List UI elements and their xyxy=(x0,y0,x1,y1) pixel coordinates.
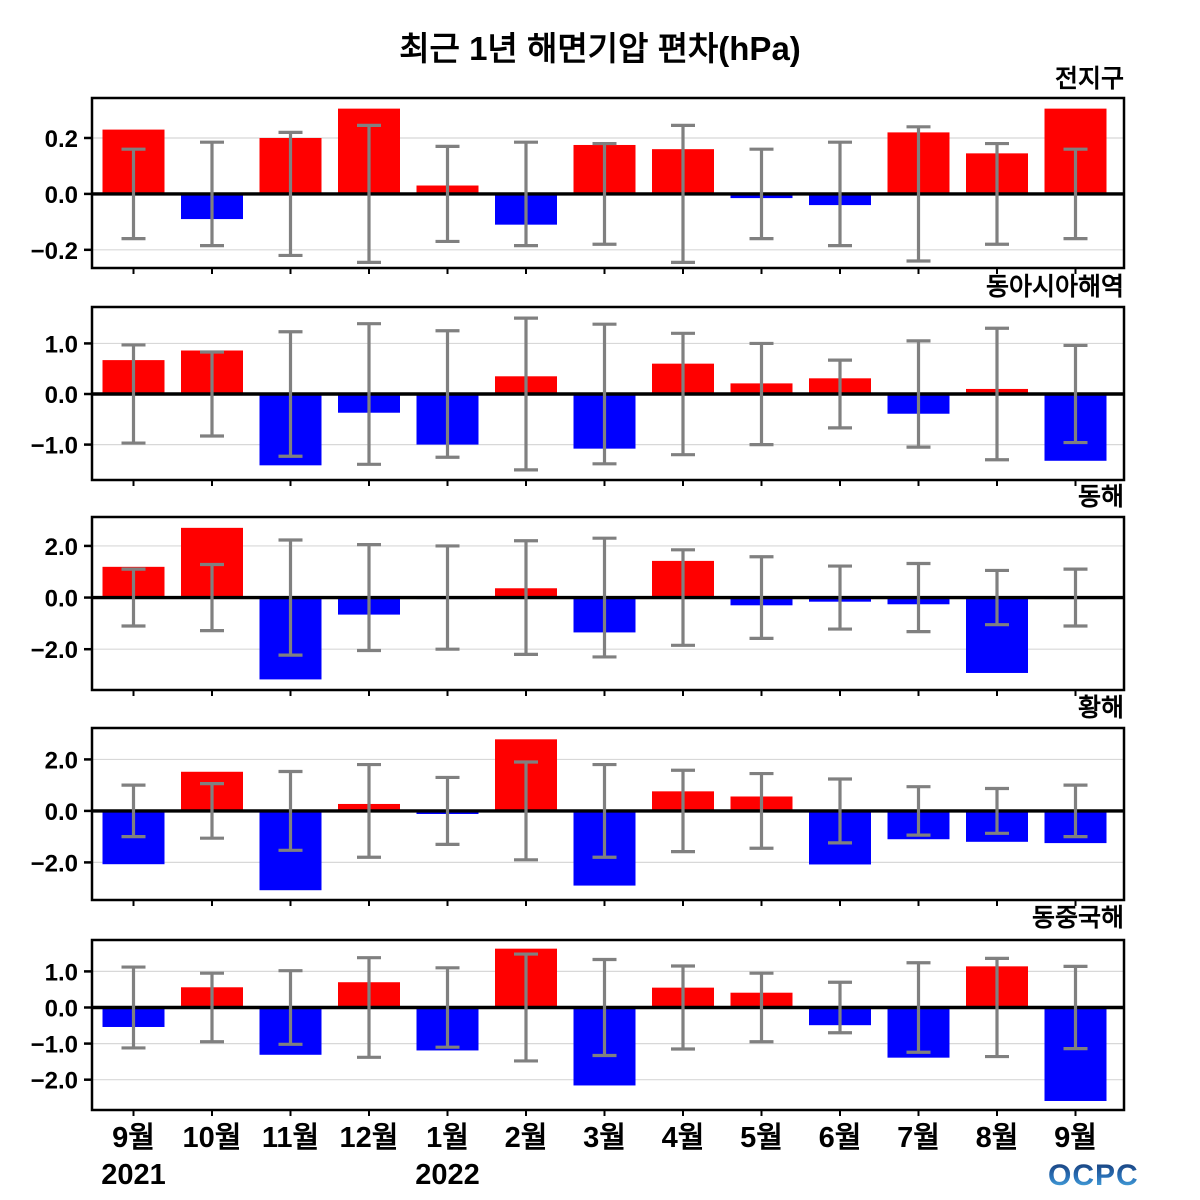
x-month-label: 12월 xyxy=(340,1121,399,1154)
x-year-label: 2022 xyxy=(415,1159,480,1191)
y-tick-label: 2.0 xyxy=(45,747,78,774)
x-month-label: 8월 xyxy=(976,1121,1019,1154)
panel-border xyxy=(90,726,1126,902)
y-tick-label: 0.0 xyxy=(45,995,78,1022)
y-tick-label: 0.0 xyxy=(45,382,78,409)
ocpc-logo: OCPC xyxy=(1048,1159,1139,1192)
y-tick-label: −1.0 xyxy=(31,1032,78,1059)
x-month-label: 5월 xyxy=(740,1121,783,1154)
x-month-label: 6월 xyxy=(819,1121,862,1154)
x-month-label: 2월 xyxy=(505,1121,548,1154)
x-month-label: 7월 xyxy=(897,1121,940,1154)
x-month-label: 9월 xyxy=(112,1121,155,1154)
panel-border xyxy=(90,515,1126,692)
y-tick-label: 1.0 xyxy=(45,331,78,358)
ocpc-logo-text: OCPC xyxy=(1048,1159,1139,1192)
y-tick-label: −0.2 xyxy=(31,238,78,265)
x-month-label: 10월 xyxy=(183,1121,242,1154)
x-month-label: 9월 xyxy=(1054,1121,1097,1154)
panel-label-east-china-sea: 동중국해 xyxy=(1031,904,1124,932)
panel-label-yellow-sea: 황해 xyxy=(1077,694,1124,722)
y-tick-label: −2.0 xyxy=(31,637,78,664)
x-month-label: 3월 xyxy=(583,1121,626,1154)
y-tick-label: 0.0 xyxy=(45,586,78,613)
y-tick-label: 0.0 xyxy=(45,799,78,826)
y-tick-label: −1.0 xyxy=(31,433,78,460)
x-month-label: 1월 xyxy=(426,1121,469,1154)
y-tick-label: 0.0 xyxy=(45,182,78,209)
x-month-label: 4월 xyxy=(662,1121,705,1154)
panel-border xyxy=(90,96,1126,270)
panel-border xyxy=(90,938,1126,1112)
panel-label-east-asia-seas: 동아시아해역 xyxy=(985,273,1124,301)
x-year-label: 2021 xyxy=(101,1159,166,1191)
chart-title: 최근 1년 해면기압 편차(hPa) xyxy=(399,30,801,67)
y-tick-label: 1.0 xyxy=(45,959,78,986)
y-tick-label: 0.2 xyxy=(45,126,78,153)
y-tick-label: 2.0 xyxy=(45,534,78,561)
x-month-label: 11월 xyxy=(262,1121,319,1154)
y-tick-label: −2.0 xyxy=(31,850,78,877)
panel-label-global: 전지구 xyxy=(1054,65,1124,93)
panel-label-east-sea: 동해 xyxy=(1077,483,1124,511)
y-tick-label: −2.0 xyxy=(31,1068,78,1095)
